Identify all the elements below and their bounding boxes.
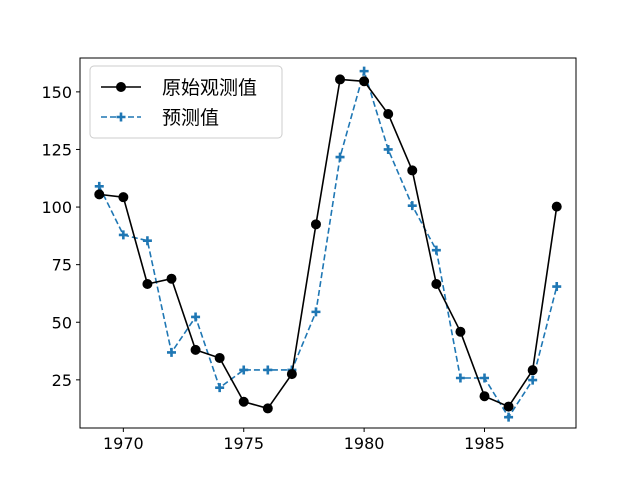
- predicted-point: [118, 230, 128, 240]
- legend-predicted-marker: [116, 112, 126, 122]
- predicted-point: [431, 245, 441, 255]
- y-tick-label: 25: [52, 371, 72, 390]
- predicted-line: [98, 70, 558, 418]
- observed-point: [310, 219, 321, 230]
- observed-point: [142, 279, 153, 290]
- predicted-series: [94, 66, 562, 422]
- observed-point: [431, 279, 442, 290]
- observed-point: [118, 192, 129, 203]
- y-tick-label: 150: [41, 83, 72, 102]
- y-tick-label: 100: [41, 198, 72, 217]
- predicted-point: [191, 312, 201, 322]
- legend-box: [89, 65, 283, 139]
- predicted-point: [528, 375, 538, 385]
- predicted-point: [263, 365, 273, 375]
- predicted-point: [215, 383, 225, 393]
- observed-point: [407, 165, 418, 176]
- predicted-point: [552, 282, 562, 292]
- predicted-point: [311, 307, 321, 317]
- observed-point: [262, 403, 273, 414]
- x-axis: 1970 1975 1980 1985: [103, 428, 505, 453]
- predicted-point: [94, 181, 104, 191]
- legend-observed-marker: [116, 82, 126, 92]
- y-tick-label: 50: [52, 313, 72, 332]
- observed-point: [166, 273, 177, 284]
- series-layer: [94, 66, 562, 422]
- y-tick-label: 125: [41, 140, 72, 159]
- observed-point: [359, 76, 370, 87]
- observed-point: [94, 189, 105, 200]
- observed-line: [99, 78, 558, 410]
- observed-point: [479, 391, 490, 402]
- observed-point: [503, 401, 514, 412]
- x-tick-label: 1975: [223, 434, 264, 453]
- x-tick-label: 1985: [464, 434, 505, 453]
- legend-observed-label: 原始观测值: [162, 77, 257, 99]
- observed-series: [94, 74, 562, 414]
- observed-point: [455, 326, 466, 337]
- predicted-point: [166, 347, 176, 357]
- observed-point: [286, 369, 297, 380]
- x-tick-label: 1980: [344, 434, 385, 453]
- observed-point: [335, 74, 346, 85]
- predicted-point: [142, 236, 152, 246]
- predicted-point: [407, 201, 417, 211]
- predicted-point: [359, 66, 369, 76]
- legend-predicted-label: 预测值: [162, 107, 219, 129]
- predicted-point: [480, 373, 490, 383]
- predicted-point: [504, 412, 514, 422]
- observed-point: [383, 108, 394, 119]
- plot-frame: [79, 57, 577, 429]
- y-axis: 25 50 75 100 125 150: [41, 83, 80, 390]
- x-tick-label: 1970: [103, 434, 144, 453]
- observed-point: [238, 396, 249, 407]
- observed-point: [214, 352, 225, 363]
- predicted-point: [383, 144, 393, 154]
- predicted-point: [335, 152, 345, 162]
- y-tick-label: 75: [52, 256, 72, 275]
- observed-point: [551, 201, 562, 212]
- predicted-point: [455, 373, 465, 383]
- predicted-point: [239, 365, 249, 375]
- observed-point: [190, 344, 201, 355]
- observed-point: [527, 365, 538, 376]
